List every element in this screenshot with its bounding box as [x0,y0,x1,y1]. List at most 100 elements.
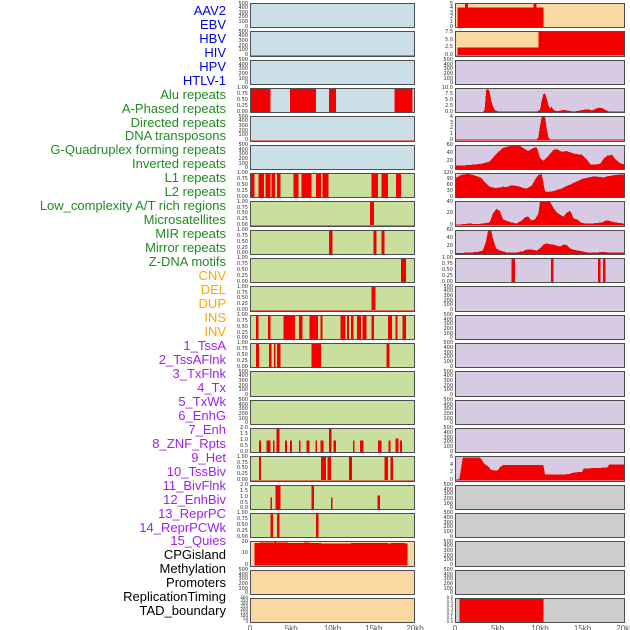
track-panel-15-quies [455,456,625,482]
y-tick-label: 400 [443,571,453,578]
track-label-2-tssaflnk: 2_TssAFlnk [158,351,226,367]
y-tick-label: 0.00 [236,108,248,115]
track-label-8-znf-rpts: 8_ZNF_Rpts [152,435,226,451]
track-panel-3-txflnk [455,116,625,142]
y-tick-label: 300 [238,38,248,45]
track-signal-12-enhbiv [456,372,624,395]
track-signal-inverted-repeats [251,315,414,339]
y-tick-label: 150 [240,609,248,615]
y-tick-label: 400 [443,401,453,408]
y-tick-label: 4 [449,461,453,468]
y-tick-label: 0.2 [446,610,453,616]
track-signal-directed-repeats [251,230,414,254]
track-label-methylation: Methylation [159,561,226,577]
y-tick-label: 0.75 [236,232,248,239]
y-tick-label: 100 [238,132,248,139]
y-tick-label: 300 [443,378,453,385]
y-tick-label: 0.00 [236,335,248,342]
y-tick-label: 100 [443,557,453,564]
y-tick-label: 1.5 [240,487,248,494]
track-signal-hpv [251,140,414,141]
y-tick-label: 0.25 [236,216,248,223]
y-tick-label: 2.0 [240,482,248,489]
y-tick-label: 0 [244,590,248,597]
y-tick-label: 0.25 [236,329,248,336]
track-label-g-quadruplex-forming-repeats: G-Quadruplex forming repeats [50,142,226,158]
y-tick-label: 0.50 [236,97,248,104]
track-signal-13-reprpc [456,401,624,424]
y-tick-label: 0.0 [445,52,453,59]
track-label-del: DEL [200,282,226,298]
y-tick-label: 500 [443,283,453,290]
track-signal-del [251,571,414,594]
track-signal-hbv [251,83,414,84]
x-tick-label-right: 15kb [573,624,592,630]
track-panel-dna-transposons [250,257,415,284]
y-tick-label: 1.00 [236,453,248,460]
track-panel-5-txwk [455,172,625,199]
track-label-12-enhbiv: 12_EnhBiv [163,491,226,507]
track-label-alu-repeats: Alu repeats [160,86,226,102]
y-tick-label: 0 [244,137,248,144]
y-tick-label: 100 [238,47,248,54]
track-signal-3-txflnk [456,117,624,141]
y-tick-label: 0.75 [236,176,248,183]
y-tick-label: 0 [449,193,453,200]
track-panel-13-reprpc [455,399,625,425]
track-signal-mirror-repeats [251,485,414,509]
track-signal-htlv-1 [251,168,414,169]
track-panel-mirror-repeats [250,484,415,510]
y-tick-label: 20 [446,210,453,217]
track-signal-8-znf-rpts [456,258,624,283]
track-label-promoters: Promoters [166,575,226,591]
y-tick-label: 100 [240,612,248,618]
track-signal-mir-repeats [251,457,414,481]
track-panel-directed-repeats [250,229,415,255]
y-tick-label: 400 [443,486,453,493]
y-tick-label: 0.3 [446,607,453,613]
y-tick-label: 0.25 [236,272,248,279]
y-tick-label: 0 [449,448,453,455]
y-tick-label: 400 [238,401,248,408]
y-tick-label: 100 [443,387,453,394]
y-tick-label: 300 [238,576,248,583]
y-tick-label: 1.00 [236,198,248,205]
track-signal-alu-repeats [251,173,414,198]
track-panel-g-quadruplex-forming-repeats [250,286,415,312]
y-tick-label: 300 [443,576,453,583]
y-tick-label: 2.5 [445,102,453,109]
y-tick-label: 1.0 [240,493,248,500]
y-tick-label: 100 [443,302,453,309]
y-tick-label: 0.75 [236,289,248,296]
y-tick-label: 350 [240,598,248,604]
track-label-inverted-repeats: Inverted repeats [132,156,226,172]
track-signal-6-enhg [456,202,624,226]
y-tick-label: 1 [449,131,453,138]
y-tick-label: 100 [443,444,453,451]
y-tick-label: 300 [238,151,248,158]
y-tick-label: 0.75 [236,261,248,268]
y-tick-label: 300 [443,434,453,441]
y-tick-label: 0.00 [236,533,248,540]
track-panel-hiv [250,87,415,114]
y-tick-label: 400 [443,345,453,352]
y-tick-label: 1.00 [236,255,248,262]
y-tick-label: 5 [449,0,453,7]
y-tick-label: 1 [449,19,453,26]
y-tick-label: 0.50 [236,323,248,330]
track-label-4-tx: 4_Tx [197,379,226,395]
y-tick-label: 100 [443,585,453,592]
y-tick-label: 0.25 [236,357,248,364]
track-label-cpgisland: CPGisland [163,547,226,563]
y-tick-label: 300 [443,548,453,555]
track-label-6-enhg: 6_EnhG [178,407,226,423]
y-tick-label: 200 [443,71,453,78]
y-tick-label: 0.75 [236,204,248,211]
track-signal-4-tx [456,145,624,169]
y-tick-label: 0.00 [236,278,248,285]
track-panel-htlv-1 [250,144,415,170]
y-tick-label: 500 [443,397,453,404]
y-tick-label: 0 [449,23,453,30]
y-tick-label: 0.25 [441,272,453,279]
y-tick-label: 0.0 [446,618,453,624]
